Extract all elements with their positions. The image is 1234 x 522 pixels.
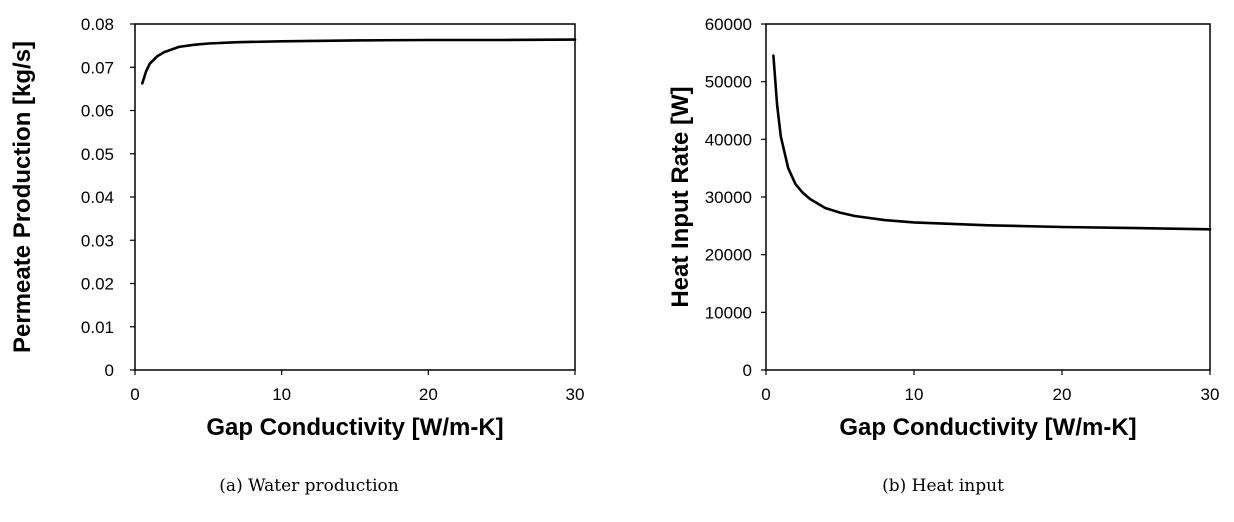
figure-caption: (b) Heat input [882, 476, 1004, 496]
x-tick-label: 0 [761, 385, 770, 404]
y-tick-label: 50000 [705, 73, 752, 92]
x-tick-label: 20 [419, 385, 438, 404]
y-tick-label: 0.07 [81, 58, 114, 77]
chart-heat-input: 0 10000 20000 30000 40000 50000 60000 0 10 20 30 Ga… [667, 15, 1219, 496]
y-axis-title: Permeate Production [kg/s] [9, 41, 36, 353]
y-axis-title: Heat Input Rate [W] [667, 86, 694, 307]
series-line [772, 54, 1212, 231]
y-tick-label: 0.01 [81, 318, 114, 337]
y-tick-label: 0.08 [81, 15, 114, 34]
plot-area [134, 23, 576, 371]
x-axis-title: Gap Conductivity [W/m-K] [206, 414, 503, 441]
y-tick-label: 40000 [705, 130, 752, 149]
y-tick-label: 0.06 [81, 102, 114, 121]
x-tick-label: 30 [1201, 385, 1220, 404]
plot-area [765, 23, 1211, 371]
x-tick-label: 0 [130, 385, 139, 404]
y-tick-label: 0.03 [81, 231, 114, 250]
y-tick-label: 0.05 [81, 145, 114, 164]
x-tick-label: 20 [1053, 385, 1072, 404]
x-axis-title: Gap Conductivity [W/m-K] [839, 414, 1136, 441]
y-tick-label: 0.04 [81, 188, 114, 207]
figure-caption: (a) Water production [219, 476, 398, 496]
y-tick-label: 60000 [705, 15, 752, 34]
y-tick-label: 0 [105, 361, 114, 380]
y-tick-label: 30000 [705, 188, 752, 207]
x-tick-label: 10 [272, 385, 291, 404]
y-tick-label: 20000 [705, 246, 752, 265]
y-tick-label: 10000 [705, 303, 752, 322]
y-tick-label: 0.02 [81, 275, 114, 294]
chart-water-production: 0 0.01 0.02 0.03 0.04 0.05 0.06 0.07 0.08 0 10 20 30… [9, 15, 584, 496]
x-tick-label: 10 [905, 385, 924, 404]
series-line [141, 38, 577, 85]
y-tick-label: 0 [743, 361, 752, 380]
x-tick-label: 30 [566, 385, 585, 404]
